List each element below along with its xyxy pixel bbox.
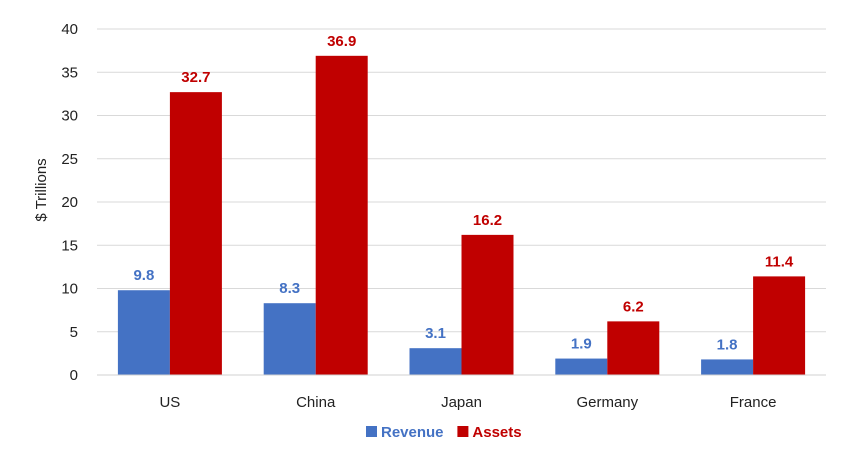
y-axis-ticks: 0 5 10 15 20 25 30 35 40 bbox=[61, 21, 78, 384]
data-label-revenue: 9.8 bbox=[133, 267, 154, 284]
y-tick-label: 10 bbox=[61, 281, 78, 298]
bar-revenue-france bbox=[701, 359, 754, 375]
legend-swatch-revenue bbox=[366, 426, 377, 437]
y-tick-label: 5 bbox=[70, 324, 78, 341]
x-category-label: Japan bbox=[441, 394, 482, 411]
bar-assets-us bbox=[169, 92, 222, 376]
x-category-label: France bbox=[730, 394, 777, 411]
y-tick-label: 25 bbox=[61, 151, 78, 168]
bar-revenue-germany bbox=[555, 358, 608, 375]
x-axis-categories: US China Japan Germany France bbox=[159, 394, 776, 411]
bar-revenue-us bbox=[117, 290, 170, 375]
y-axis-title: $ Trillions bbox=[33, 158, 50, 221]
bars bbox=[117, 55, 806, 376]
x-category-label: US bbox=[159, 394, 180, 411]
y-tick-label: 40 bbox=[61, 21, 78, 38]
bar-assets-china bbox=[315, 55, 368, 375]
x-category-label: China bbox=[296, 394, 336, 411]
data-label-revenue: 1.9 bbox=[571, 336, 592, 353]
bar-assets-japan bbox=[461, 234, 514, 375]
y-tick-label: 30 bbox=[61, 108, 78, 125]
data-label-assets: 6.2 bbox=[623, 298, 644, 315]
legend-label-assets: Assets bbox=[472, 424, 521, 441]
data-label-assets: 11.4 bbox=[765, 253, 794, 270]
bar-assets-france bbox=[753, 276, 806, 375]
data-labels: 9.8 32.7 8.3 36.9 3.1 16.2 1.9 6.2 1.8 11.4 bbox=[133, 33, 793, 354]
data-label-assets: 16.2 bbox=[473, 212, 502, 229]
legend-label-revenue: Revenue bbox=[381, 424, 444, 441]
data-label-assets: 36.9 bbox=[327, 33, 356, 50]
legend: Revenue Assets bbox=[366, 424, 522, 441]
x-category-label: Germany bbox=[576, 394, 638, 411]
data-label-assets: 32.7 bbox=[181, 69, 210, 86]
bar-revenue-japan bbox=[409, 348, 462, 375]
y-tick-label: 20 bbox=[61, 194, 78, 211]
legend-swatch-assets bbox=[457, 426, 469, 437]
data-label-revenue: 3.1 bbox=[425, 325, 446, 342]
data-label-revenue: 8.3 bbox=[279, 280, 300, 297]
y-tick-label: 15 bbox=[61, 237, 78, 254]
y-tick-label: 35 bbox=[61, 64, 78, 81]
data-label-revenue: 1.8 bbox=[717, 336, 738, 353]
bar-revenue-china bbox=[263, 303, 316, 375]
y-tick-label: 0 bbox=[70, 367, 78, 384]
bar-assets-germany bbox=[607, 321, 660, 375]
